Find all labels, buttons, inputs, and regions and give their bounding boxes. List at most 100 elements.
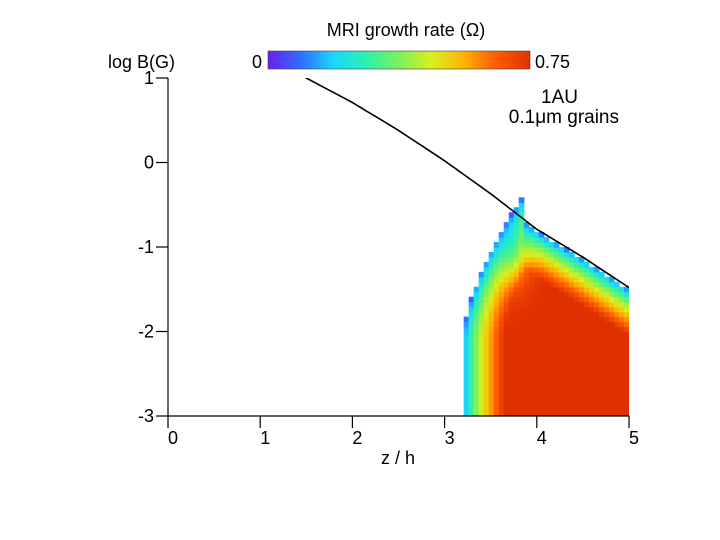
heatmap-cell — [578, 401, 585, 407]
heatmap-cell — [503, 296, 510, 303]
heatmap-cell — [603, 406, 610, 412]
heatmap-cell — [623, 331, 629, 338]
heatmap-cell — [543, 286, 550, 293]
heatmap-cell — [498, 381, 505, 387]
heatmap-cell — [588, 381, 595, 387]
heatmap-cell — [588, 391, 595, 397]
heatmap-cell — [538, 261, 545, 268]
heatmap-cell — [613, 351, 620, 357]
heatmap-cell — [513, 256, 520, 263]
heatmap-cell — [518, 276, 525, 283]
heatmap-cell — [513, 261, 520, 268]
heatmap-cell — [518, 391, 525, 397]
heatmap-cell — [478, 391, 485, 397]
heatmap-cell — [518, 222, 525, 228]
heatmap-cell — [608, 321, 615, 328]
heatmap-cell — [503, 232, 510, 238]
heatmap-cell — [558, 336, 565, 343]
heatmap-cell — [618, 326, 625, 333]
heatmap-cell — [583, 371, 590, 377]
heatmap-cell — [478, 371, 485, 377]
heatmap-cell — [488, 336, 495, 343]
heatmap-cell — [478, 406, 485, 412]
heatmap-cell — [623, 291, 629, 298]
heatmap-cell — [513, 386, 520, 392]
heatmap-cell — [528, 341, 535, 348]
heatmap-cell — [493, 286, 500, 293]
heatmap-cell — [488, 356, 495, 362]
heatmap-cell — [493, 341, 500, 348]
heatmap-cell — [473, 321, 480, 328]
heatmap-cell — [508, 237, 515, 243]
heatmap-cell — [583, 271, 590, 278]
heatmap-cell — [568, 356, 575, 362]
heatmap-cell — [473, 326, 480, 333]
heatmap-cell — [593, 281, 600, 288]
heatmap-cell — [613, 316, 620, 323]
heatmap-cell — [468, 381, 475, 387]
heatmap-cell — [553, 256, 560, 263]
heatmap-cell — [548, 326, 555, 333]
heatmap-cell — [543, 271, 550, 278]
heatmap-cell — [563, 296, 570, 303]
heatmap-cell — [513, 291, 520, 298]
heatmap-cell — [533, 301, 540, 308]
heatmap-cell — [558, 251, 565, 258]
heatmap-cell — [533, 336, 540, 343]
heatmap-cell — [518, 331, 525, 338]
heatmap-cell — [603, 296, 610, 303]
heatmap-cell — [603, 376, 610, 382]
heatmap-cell — [508, 321, 515, 328]
heatmap-cell — [578, 331, 585, 338]
heatmap-cell — [498, 242, 505, 248]
heatmap-cell — [483, 336, 490, 343]
heatmap-cell — [508, 391, 515, 397]
heatmap-cell — [588, 311, 595, 318]
heatmap-cell — [563, 331, 570, 338]
heatmap-cell — [523, 366, 530, 372]
heatmap-cell — [513, 242, 520, 248]
heatmap-cell — [618, 391, 625, 397]
heatmap-cell — [558, 356, 565, 362]
heatmap-cell — [573, 311, 580, 318]
heatmap-cell — [483, 361, 490, 367]
heatmap-cell — [533, 232, 540, 238]
heatmap-cell — [518, 232, 525, 238]
heatmap-cell — [488, 291, 495, 298]
heatmap-cell — [518, 227, 525, 233]
heatmap-cell — [523, 222, 530, 228]
heatmap-cell — [623, 336, 629, 343]
heatmap-cell — [588, 371, 595, 377]
heatmap-cell — [563, 281, 570, 288]
heatmap-cell — [533, 401, 540, 407]
heatmap-cell — [483, 386, 490, 392]
heatmap-cell — [468, 326, 475, 333]
heatmap-cell — [618, 351, 625, 357]
heatmap-cell — [613, 301, 620, 308]
heatmap-cell — [478, 381, 485, 387]
x-tick-label: 2 — [352, 428, 362, 448]
heatmap-cell — [613, 396, 620, 402]
heatmap-cell — [618, 316, 625, 323]
heatmap-cell — [478, 411, 485, 416]
heatmap-cell — [493, 371, 500, 377]
heatmap-cell — [503, 401, 510, 407]
heatmap-cell — [523, 286, 530, 293]
heatmap-cell — [503, 341, 510, 348]
heatmap-cell — [533, 346, 540, 352]
heatmap-cell — [553, 406, 560, 412]
heatmap-cell — [563, 406, 570, 412]
heatmap-cell — [568, 326, 575, 333]
heatmap-cell — [548, 361, 555, 367]
heatmap-cell — [573, 306, 580, 313]
heatmap-cell — [493, 326, 500, 333]
heatmap-cell — [538, 401, 545, 407]
heatmap-cell — [503, 266, 510, 273]
heatmap-cell — [528, 232, 535, 238]
heatmap-cell — [483, 276, 490, 283]
heatmap-cell — [513, 336, 520, 343]
heatmap-cell — [528, 291, 535, 298]
heatmap-cell — [568, 381, 575, 387]
heatmap-cell — [528, 361, 535, 367]
heatmap-cell — [543, 306, 550, 313]
